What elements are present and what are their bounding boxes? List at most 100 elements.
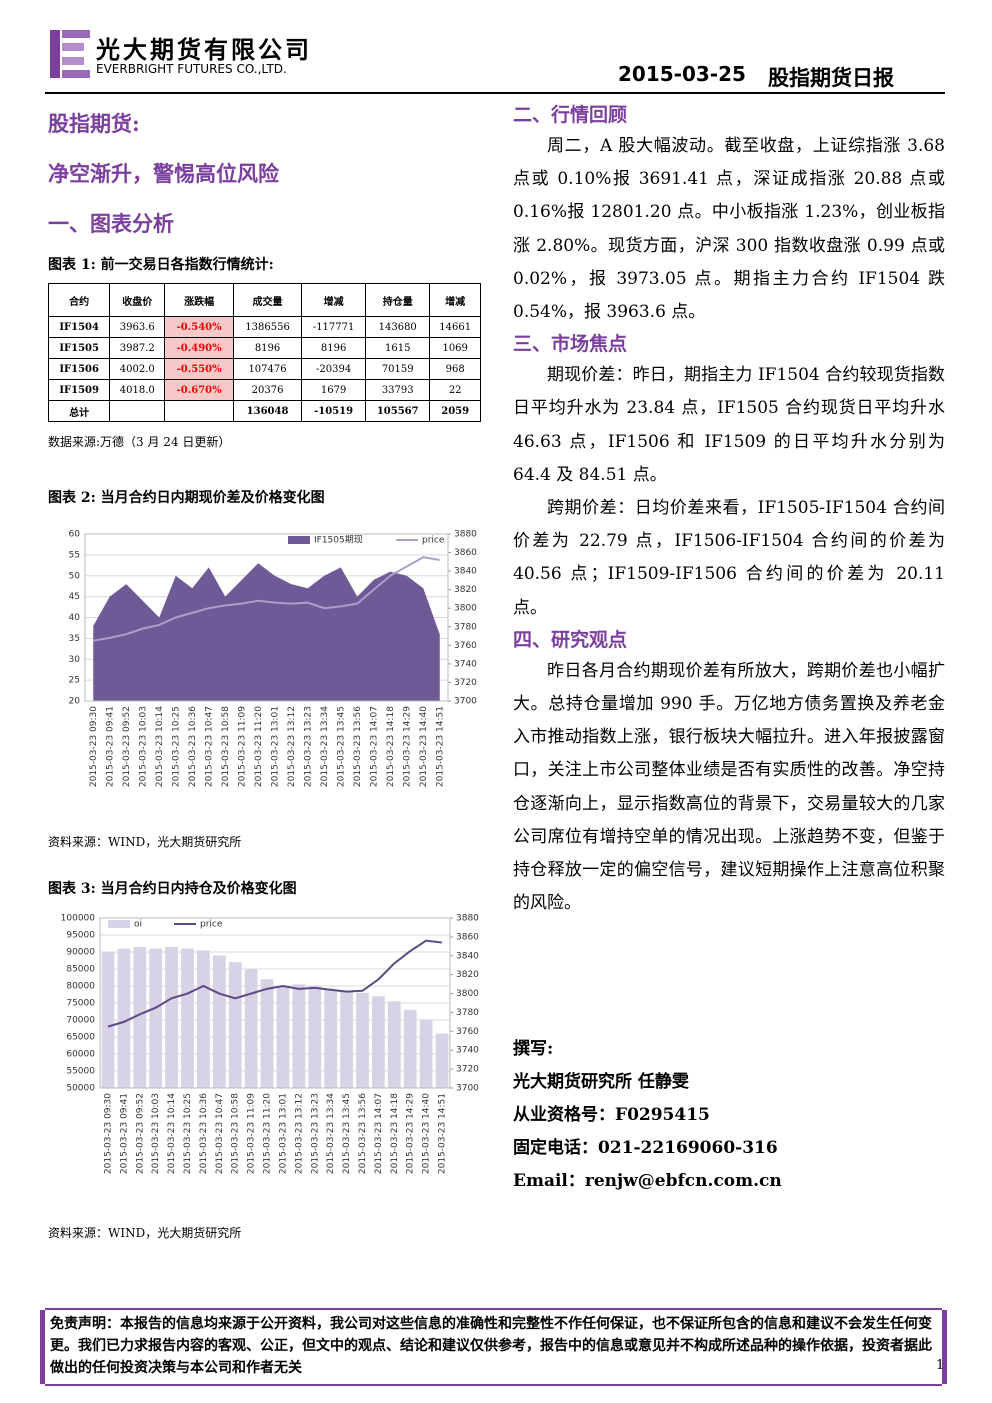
table-cell: 4018.0 <box>109 379 166 401</box>
x-tick-label: 2015-03-23 14:18 <box>386 706 396 787</box>
x-tick-label: 2015-03-23 14:40 <box>419 706 429 787</box>
bar <box>403 1009 417 1088</box>
y2-tick-label: 3820 <box>456 970 479 980</box>
chart-title: 图表 2: 当月合约日内期现价差及价格变化图 <box>48 490 325 506</box>
table-cell: 70159 <box>365 358 431 380</box>
x-tick-label: 2015-03-23 13:56 <box>353 706 363 787</box>
x-tick-label: 2015-03-23 13:12 <box>287 706 297 787</box>
table-cell: 105567 <box>365 400 431 422</box>
y2-tick-label: 3700 <box>456 1084 479 1094</box>
x-tick-label: 2015-03-23 10:03 <box>151 1093 161 1174</box>
x-tick-label: 2015-03-23 13:01 <box>278 1093 288 1174</box>
x-tick-label: 2015-03-23 10:25 <box>183 1093 193 1174</box>
table-row: 总计 136048 -10519 105567 2059 <box>47 400 481 422</box>
company-name-en: EVERBRIGHT FUTURES CO.,LTD. <box>96 62 287 76</box>
y2-tick-label: 3860 <box>456 932 479 942</box>
y2-tick-label: 3720 <box>454 678 477 688</box>
y-tick-label: 70000 <box>66 1016 95 1026</box>
plot-frame <box>84 533 449 702</box>
x-tick-label: 2015-03-23 10:47 <box>204 706 214 787</box>
x-tick-label: 2015-03-23 10:25 <box>171 706 181 787</box>
x-tick-label: 2015-03-23 14:07 <box>374 1093 384 1174</box>
y2-tick-label: 3800 <box>456 989 479 999</box>
table-cell <box>164 400 234 422</box>
table-cell: IF1504 <box>47 316 111 338</box>
x-tick-label: 2015-03-23 10:58 <box>221 706 231 787</box>
author-line: 从业资格号：F0295415 <box>513 1105 710 1125</box>
author-line: 撰写: <box>513 1039 554 1059</box>
x-tick-label: 2015-03-23 09:52 <box>122 706 132 787</box>
y2-tick-label: 3780 <box>454 622 477 632</box>
x-tick-label: 2015-03-23 10:14 <box>155 706 165 787</box>
x-tick-label: 2015-03-23 11:20 <box>254 706 264 787</box>
author-block: 撰写: 光大期货研究所 任静雯 从业资格号：F0295415 固定电话：021-221… <box>513 1033 782 1198</box>
company-name: 光大期货有限公司 <box>96 36 312 64</box>
x-tick-label: 2015-03-23 10:47 <box>215 1093 225 1174</box>
bar <box>276 986 290 1088</box>
x-tick-label: 2015-03-23 13:45 <box>342 1093 352 1174</box>
x-tick-label: 2015-03-23 14:29 <box>406 1093 416 1174</box>
legend-swatch <box>108 920 130 928</box>
table-cell: 4002.0 <box>109 358 166 380</box>
bar <box>228 962 242 1088</box>
table-cell: -0.540% <box>164 316 234 338</box>
x-tick-label: 2015-03-23 14:29 <box>402 706 412 787</box>
header-cell: 合约 <box>47 283 111 317</box>
table-cell: -0.670% <box>164 379 234 401</box>
header-rule <box>45 92 945 94</box>
line <box>107 939 443 1028</box>
table-cell: 总计 <box>47 400 111 422</box>
table-cell: 1615 <box>365 337 431 359</box>
bar <box>197 950 210 1088</box>
paragraph: 期现价差：昨日，期指主力 IF1504 合约较现货指数日平均升水为 23.84 … <box>513 365 945 485</box>
x-tick-label: 2015-03-23 14:51 <box>435 706 445 787</box>
table-cell: 136048 <box>232 400 303 422</box>
y-tick-label: 50000 <box>66 1084 95 1094</box>
bar <box>324 989 338 1088</box>
x-tick-label: 2015-03-23 09:41 <box>105 706 115 787</box>
x-tick-label: 2015-03-23 09:30 <box>103 1093 113 1174</box>
table-cell: 2059 <box>429 400 481 422</box>
table-cell: 14661 <box>429 316 481 338</box>
table-cell: 968 <box>429 358 481 380</box>
legend-label: oi <box>134 920 142 930</box>
bar <box>212 955 226 1088</box>
bar <box>101 952 115 1088</box>
chart: 20 25 30 35 40 45 50 55 60 3700 3720 3740 3760 3780 38… <box>69 530 478 788</box>
table-cell: 1679 <box>301 379 367 401</box>
y2-tick-label: 3720 <box>456 1065 479 1075</box>
author-line: 光大期货研究所 任静雯 <box>513 1072 689 1092</box>
legend-swatch <box>288 536 310 544</box>
table-cell: 1386556 <box>232 316 303 338</box>
table-header-row: 合约 收盘价 涨跌幅 成交量 增减 持仓量 增减 <box>47 283 481 317</box>
y-tick-label: 65000 <box>66 1033 95 1043</box>
table-row: IF1506 4002.0 -0.550% 107476 -20394 70159 968 <box>47 358 481 380</box>
bar <box>419 1020 433 1088</box>
y2-tick-label: 3740 <box>456 1046 479 1056</box>
bar <box>292 984 306 1088</box>
table-cell: IF1506 <box>47 358 111 380</box>
table-cell: 20376 <box>232 379 303 401</box>
x-tick-label: 2015-03-23 10:36 <box>199 1093 209 1174</box>
y2-tick-label: 3860 <box>454 548 477 558</box>
y2-tick-label: 3740 <box>454 659 477 669</box>
y-tick-label: 55000 <box>66 1067 95 1077</box>
y-tick-label: 60000 <box>66 1050 95 1060</box>
section-heading: 三、市场焦点 <box>513 333 628 356</box>
disclaimer: 免责声明：本报告的信息均来源于公开资料，我公司对这些信息的准确性和完整性不作任何… <box>50 1316 932 1376</box>
table-cell: 1069 <box>429 337 481 359</box>
table-cell: 107476 <box>232 358 303 380</box>
header-cell: 成交量 <box>232 283 303 317</box>
bar <box>133 946 147 1088</box>
section-heading: 二、行情回顾 <box>513 104 628 126</box>
bar <box>435 1033 449 1088</box>
report-date: 2015-03-25 <box>618 62 746 86</box>
x-tick-label: 2015-03-23 11:20 <box>263 1093 273 1174</box>
y-tick-label: 80000 <box>66 982 95 992</box>
x-tick-label: 2015-03-23 10:58 <box>231 1093 241 1174</box>
table-cell: -20394 <box>301 358 367 380</box>
bar <box>260 979 274 1088</box>
x-tick-label: 2015-03-23 10:14 <box>167 1093 177 1174</box>
header-cell: 增减 <box>429 283 481 317</box>
